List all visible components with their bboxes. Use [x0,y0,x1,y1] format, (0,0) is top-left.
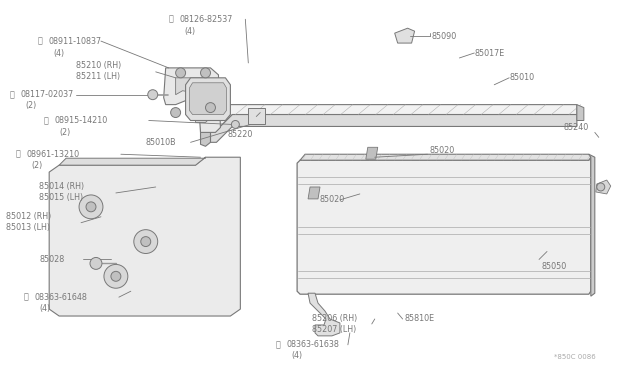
Text: 85220: 85220 [227,130,253,139]
Text: (4): (4) [291,351,302,360]
Text: 85050: 85050 [541,262,566,271]
Polygon shape [175,78,211,122]
Text: 85012 (RH): 85012 (RH) [6,212,52,221]
Text: 85010: 85010 [509,73,534,82]
Text: Ⓢ: Ⓢ [275,340,280,349]
Polygon shape [589,154,595,296]
Circle shape [232,121,239,128]
Text: 85013 (LH): 85013 (LH) [6,223,51,232]
Polygon shape [577,105,584,121]
Circle shape [205,103,216,113]
Polygon shape [189,83,227,115]
Circle shape [79,195,103,219]
Polygon shape [49,157,241,316]
Polygon shape [248,108,265,125]
Circle shape [175,68,186,78]
Circle shape [596,183,605,191]
Text: Ⓑ: Ⓑ [169,15,173,24]
Circle shape [200,68,211,78]
Text: (4): (4) [184,27,196,36]
Text: 08117-02037: 08117-02037 [20,90,74,99]
Polygon shape [395,28,415,43]
Text: 85020: 85020 [320,195,345,204]
Polygon shape [211,115,577,142]
Text: 85014 (RH): 85014 (RH) [39,183,84,192]
Circle shape [148,90,157,100]
Text: Ⓝ: Ⓝ [15,150,20,159]
Text: *850C 0086: *850C 0086 [554,354,596,360]
Text: (2): (2) [31,161,42,170]
Text: 85240: 85240 [564,123,589,132]
Text: 85017E: 85017E [474,48,504,58]
Text: Ⓑ: Ⓑ [10,90,14,99]
Polygon shape [211,105,577,131]
Text: (2): (2) [59,128,70,137]
Circle shape [86,202,96,212]
Text: 08126-82537: 08126-82537 [180,15,233,24]
Polygon shape [596,180,611,194]
Polygon shape [297,157,591,294]
Text: (4): (4) [39,304,51,312]
Text: 85020: 85020 [429,146,455,155]
Text: 85090: 85090 [431,32,457,41]
Text: 08961-13210: 08961-13210 [26,150,79,159]
Text: 08915-14210: 08915-14210 [54,116,108,125]
Text: 08363-61638: 08363-61638 [286,340,339,349]
Text: 85028: 85028 [39,255,65,264]
Polygon shape [186,78,230,121]
Text: 08911-10837: 08911-10837 [48,36,101,46]
Text: 85015 (LH): 85015 (LH) [39,193,83,202]
Text: (4): (4) [53,48,64,58]
Polygon shape [300,154,591,160]
Circle shape [111,271,121,281]
Text: 85207 (LH): 85207 (LH) [312,326,356,334]
Circle shape [134,230,157,253]
Text: 85810E: 85810E [404,314,435,324]
Circle shape [171,108,180,118]
Text: Ⓦ: Ⓦ [44,116,48,125]
Polygon shape [164,68,220,132]
Polygon shape [308,293,340,336]
Circle shape [141,237,151,247]
Text: 08363-61648: 08363-61648 [35,293,87,302]
Circle shape [104,264,128,288]
Text: Ⓝ: Ⓝ [37,36,42,46]
Text: (2): (2) [26,101,36,110]
Text: 85010B: 85010B [146,138,177,147]
Polygon shape [366,147,378,159]
Polygon shape [308,187,320,199]
Text: 85211 (LH): 85211 (LH) [76,72,120,81]
Circle shape [90,257,102,269]
Polygon shape [200,119,211,146]
Text: 85210 (RH): 85210 (RH) [76,61,122,70]
Text: Ⓢ: Ⓢ [23,293,28,302]
Text: 85206 (RH): 85206 (RH) [312,314,357,324]
Polygon shape [59,157,205,165]
